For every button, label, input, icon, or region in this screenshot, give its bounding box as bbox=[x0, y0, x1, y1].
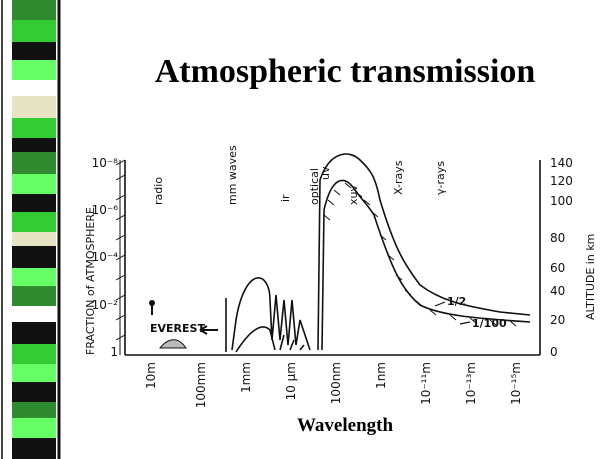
figure bbox=[115, 153, 541, 356]
y2-tick-label: 60 bbox=[550, 261, 565, 275]
caption: Wavelength bbox=[297, 415, 393, 436]
y-tick-label: 10⁻² bbox=[92, 298, 119, 312]
annotation: EVEREST bbox=[150, 322, 205, 335]
y-tick-label: 10⁻⁸ bbox=[92, 156, 119, 170]
x-tick-label: 10⁻¹¹m bbox=[419, 362, 433, 405]
band-label: radio bbox=[152, 177, 165, 205]
y2-tick-label: 20 bbox=[550, 313, 565, 327]
x-tick-label: 100mm bbox=[194, 362, 208, 408]
axis-title: FRACTION of ATMOSPHERE bbox=[84, 207, 97, 355]
x-tick-label: 10⁻¹³m bbox=[464, 362, 478, 405]
x-tick-label: 1nm bbox=[374, 362, 388, 389]
annotation: 1/2 bbox=[447, 295, 466, 308]
annotation: 1/100 bbox=[472, 317, 507, 330]
x-tick-label: 1mm bbox=[239, 362, 253, 393]
y2-tick-label: 140 bbox=[550, 156, 573, 170]
band-label: X-rays bbox=[392, 160, 405, 195]
band-label: mm waves bbox=[226, 145, 239, 205]
x-tick-label: 10⁻¹⁵m bbox=[509, 362, 523, 405]
x-tick-label: 10m bbox=[144, 362, 158, 389]
band-label: γ-rays bbox=[434, 161, 447, 195]
band-label: ir bbox=[279, 194, 292, 202]
y2-tick-label: 80 bbox=[550, 231, 565, 245]
y2-tick-label: 0 bbox=[550, 345, 558, 359]
band-label: uv bbox=[319, 166, 332, 180]
band-label: optical bbox=[308, 168, 321, 205]
y2-tick-label: 120 bbox=[550, 174, 573, 188]
y2-tick-label: 100 bbox=[550, 194, 573, 208]
slide-title: Atmospheric transmission bbox=[155, 53, 536, 90]
y-tick-label: 10⁻⁶ bbox=[92, 203, 119, 217]
y-tick-label: 10⁻⁴ bbox=[92, 250, 119, 264]
x-tick-label: 10 μm bbox=[284, 362, 298, 400]
y2-tick-label: 40 bbox=[550, 284, 565, 298]
band-label: xuv bbox=[347, 185, 360, 205]
axis-title: ALTITUDE in km bbox=[584, 234, 597, 320]
x-tick-label: 100nm bbox=[329, 362, 343, 404]
y-tick-label: 1 bbox=[110, 345, 118, 359]
